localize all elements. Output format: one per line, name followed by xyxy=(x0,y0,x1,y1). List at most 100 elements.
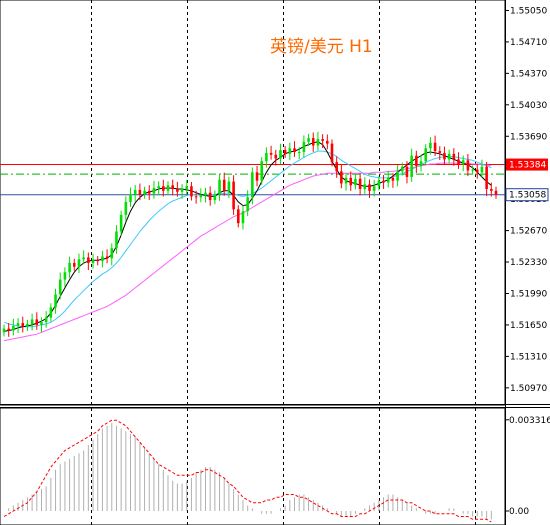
candle-body xyxy=(307,138,310,142)
candle-body xyxy=(368,184,371,191)
candle-body xyxy=(344,177,348,184)
price-box-blue-label: 1.53058 xyxy=(509,191,546,201)
candle-body xyxy=(246,197,249,212)
candle-body xyxy=(377,180,381,187)
candle-body xyxy=(190,186,193,197)
candle-body xyxy=(410,155,413,177)
price-tick-label: 1.52330 xyxy=(510,258,547,268)
macd-axis-ticks: 0.003316 0.00 xyxy=(505,416,550,517)
candle-body xyxy=(480,166,484,173)
candle-body xyxy=(194,196,198,198)
candle-body xyxy=(490,188,493,191)
candle-body xyxy=(21,323,25,327)
candle-body xyxy=(251,172,254,198)
candle-body xyxy=(241,211,245,224)
candle-body xyxy=(63,272,67,280)
candle-body xyxy=(457,159,460,165)
candle-body xyxy=(166,185,170,191)
candle-body xyxy=(255,172,259,181)
candle-body xyxy=(265,152,268,162)
candle-body xyxy=(199,195,203,198)
candle-body xyxy=(363,184,367,189)
price-tick-label: 1.50970 xyxy=(510,384,547,394)
candle-body xyxy=(452,153,456,160)
candle-body xyxy=(429,142,432,149)
candle-body xyxy=(119,214,123,232)
candle-body xyxy=(293,148,296,152)
candle-body xyxy=(91,260,95,263)
candle-body xyxy=(227,181,231,191)
candle-body xyxy=(180,188,184,192)
candle-body xyxy=(26,324,29,327)
price-box-red-label: 1.53384 xyxy=(509,161,546,171)
candle-body xyxy=(105,256,109,259)
candle-body xyxy=(405,166,409,177)
candle-body xyxy=(424,148,428,162)
candle-body xyxy=(72,262,76,267)
candle-body xyxy=(279,150,282,159)
candle-body xyxy=(349,177,353,186)
candle-body xyxy=(232,181,235,210)
candle-body xyxy=(12,325,15,331)
candle-body xyxy=(138,189,142,195)
candle-body xyxy=(311,138,315,146)
candle-body xyxy=(82,257,85,260)
candle-body xyxy=(358,178,362,189)
candle-body xyxy=(415,155,418,166)
candle-body xyxy=(7,328,10,331)
candles xyxy=(2,131,498,337)
candle-body xyxy=(274,154,278,159)
candle-body xyxy=(382,180,385,183)
candle-body xyxy=(419,161,423,166)
candle-body xyxy=(433,142,437,152)
candle-body xyxy=(115,231,118,249)
candle-body xyxy=(340,171,343,184)
price-boxes: 1.53384 1.53058 xyxy=(505,158,549,202)
candle-body xyxy=(354,178,357,186)
candle-body xyxy=(330,143,334,163)
candle-body xyxy=(44,317,48,323)
macd-tick-label: 0.00 xyxy=(509,507,529,517)
price-tick-label: 1.54370 xyxy=(510,69,547,79)
candle-body xyxy=(260,161,264,181)
candle-body xyxy=(447,153,451,160)
candle-body xyxy=(152,188,156,194)
candle-body xyxy=(316,139,320,146)
candle-body xyxy=(443,152,446,160)
candle-body xyxy=(461,160,465,165)
candle-body xyxy=(54,294,57,308)
candle-body xyxy=(171,185,174,189)
candle-body xyxy=(30,319,34,325)
candle-body xyxy=(297,151,301,153)
chart-title: 英镑/美元 H1 xyxy=(270,37,373,57)
macd-signal-line xyxy=(3,419,492,523)
candle-body xyxy=(466,160,470,171)
candle-body xyxy=(143,190,146,195)
price-tick-label: 1.51990 xyxy=(510,289,547,299)
macd-pane xyxy=(0,407,506,525)
candle-body xyxy=(87,257,90,263)
candle-body xyxy=(208,192,212,201)
candle-body xyxy=(40,322,43,325)
price-tick-label: 1.55050 xyxy=(510,6,547,16)
candle-body xyxy=(35,319,39,325)
candle-body xyxy=(49,307,53,318)
candle-body xyxy=(302,141,306,152)
candle-body xyxy=(129,194,132,202)
candle-body xyxy=(157,186,160,189)
candle-body xyxy=(133,189,137,195)
price-tick-label: 1.54030 xyxy=(510,101,547,111)
candle-body xyxy=(2,328,6,333)
price-tick-label: 1.53690 xyxy=(510,132,547,142)
candle-body xyxy=(176,188,179,192)
candle-body xyxy=(58,279,62,295)
candle-body xyxy=(16,323,20,326)
candle-body xyxy=(372,186,376,191)
candle-body xyxy=(396,171,399,181)
candle-body xyxy=(283,150,287,154)
candle-body xyxy=(185,186,189,189)
candle-body xyxy=(400,166,404,172)
candle-body xyxy=(236,209,240,224)
